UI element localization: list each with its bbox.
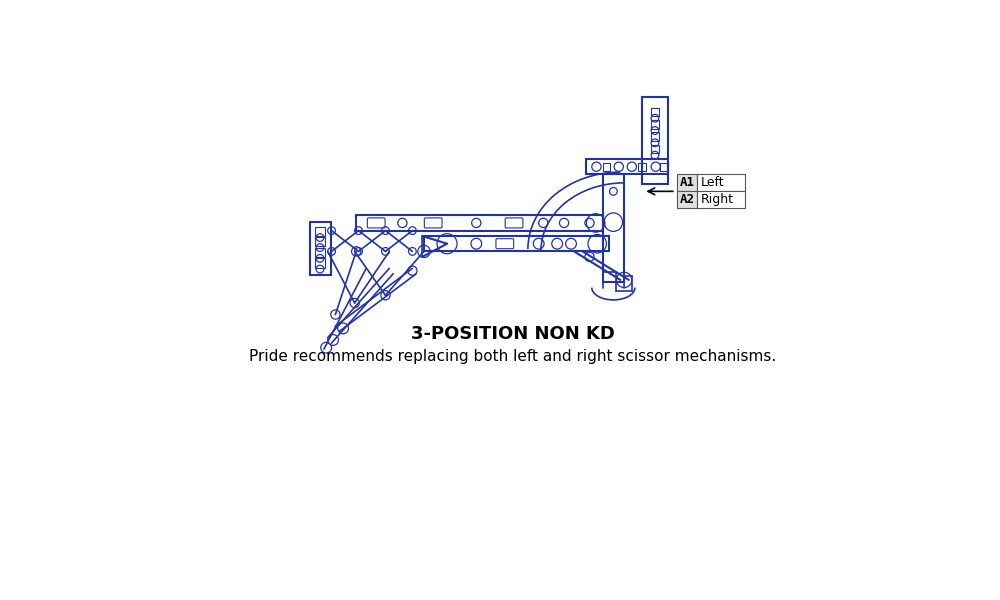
Bar xyxy=(315,227,325,236)
Bar xyxy=(424,236,609,251)
Text: A1: A1 xyxy=(680,176,695,190)
Bar xyxy=(638,163,646,170)
Bar xyxy=(677,175,697,191)
Bar xyxy=(356,215,603,230)
Bar xyxy=(586,159,668,175)
Bar xyxy=(677,191,697,208)
Text: A2: A2 xyxy=(680,193,695,206)
Bar xyxy=(310,222,331,275)
Text: Left: Left xyxy=(701,176,725,190)
Bar xyxy=(642,97,668,184)
Bar xyxy=(660,163,668,170)
Bar xyxy=(315,237,325,246)
Text: Pride recommends replacing both left and right scissor mechanisms.: Pride recommends replacing both left and… xyxy=(249,349,776,364)
Bar xyxy=(315,259,325,268)
Bar xyxy=(651,133,659,141)
Bar xyxy=(603,163,610,170)
Bar xyxy=(603,175,624,282)
Bar xyxy=(697,191,745,208)
Text: 3-POSITION NON KD: 3-POSITION NON KD xyxy=(411,325,614,343)
Bar xyxy=(651,120,659,128)
Text: Right: Right xyxy=(701,193,734,206)
Bar xyxy=(651,108,659,116)
Bar xyxy=(697,175,745,191)
Bar xyxy=(651,145,659,153)
Bar xyxy=(315,248,325,257)
